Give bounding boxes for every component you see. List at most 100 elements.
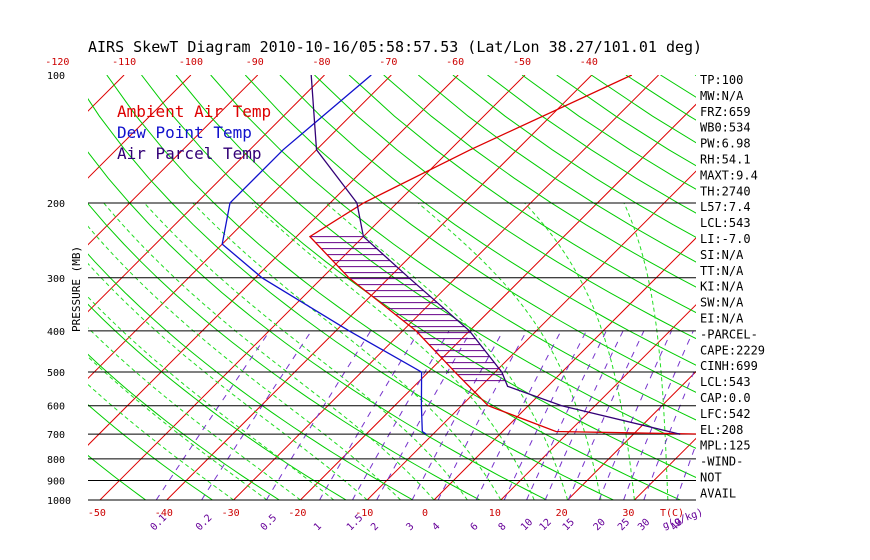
dry-adiabat-line — [348, 75, 696, 314]
pressure-tick-label: 800 — [47, 455, 65, 466]
mixing-ratio-line — [623, 330, 694, 500]
dry-adiabat-line — [314, 75, 696, 340]
legend-parcel: Air Parcel Temp — [117, 144, 262, 163]
bottom-temp-tick-label: -30 — [222, 508, 240, 519]
pressure-tick-label: 300 — [47, 274, 65, 285]
index-entry: EL:208 — [700, 423, 743, 437]
parcel-temp-curve — [310, 75, 681, 435]
isotherm-line — [88, 75, 192, 179]
moist-adiabat-line — [88, 383, 234, 500]
dry-adiabat-line — [0, 75, 79, 500]
dry-adiabat-line — [88, 404, 213, 500]
legend-ambient: Ambient Air Temp — [117, 102, 271, 121]
bottom-temp-tick-label: 20 — [556, 508, 568, 519]
dry-adiabat-line — [88, 353, 280, 500]
bottom-temp-tick-label: -10 — [355, 508, 373, 519]
mixing-ratio-line — [598, 330, 672, 500]
dry-adiabat-line — [141, 75, 696, 478]
moist-adiabat-line — [325, 202, 569, 500]
mixing-ratio-tick-label: 8 — [497, 521, 509, 533]
top-temp-tick-label: -90 — [246, 57, 264, 68]
isotherm-line — [88, 75, 459, 446]
isotherm-line — [88, 75, 325, 313]
index-entry: FRZ:659 — [700, 105, 751, 119]
mixing-ratio-tick-label: 3 — [404, 521, 416, 533]
isotherm-line — [88, 75, 259, 246]
dry-adiabat-grid — [0, 75, 696, 500]
dry-adiabat-line — [0, 75, 12, 500]
dry-adiabat-line — [88, 98, 614, 500]
dry-adiabat-line — [244, 75, 696, 393]
mixing-ratio-line — [544, 330, 624, 500]
moist-adiabat-line — [192, 202, 502, 500]
isotherm-line — [300, 103, 696, 500]
isotherm-line — [366, 170, 696, 500]
bottom-temp-tick-label: 30 — [622, 508, 634, 519]
cape-hatching — [309, 236, 506, 382]
moist-adiabat-line — [623, 202, 669, 500]
mixing-ratio-line — [352, 330, 450, 500]
index-entry: TP:100 — [700, 73, 743, 87]
top-temp-tick-label: -120 — [45, 57, 69, 68]
mixing-ratio-tick-label: 0.2 — [194, 513, 215, 534]
pressure-tick-label: 200 — [47, 199, 65, 210]
pressure-tick-label: 100 — [47, 71, 65, 82]
dry-adiabat-line — [88, 253, 414, 500]
dry-adiabat-line — [88, 151, 547, 500]
index-entry: -WIND- — [700, 455, 743, 469]
bottom-temp-tick-label: 0 — [422, 508, 428, 519]
bottom-temp-tick-label: 10 — [489, 508, 501, 519]
mixing-ratio-tick-label: 6 — [469, 521, 481, 533]
top-temp-tick-label: -80 — [313, 57, 331, 68]
index-entry: WB0:534 — [700, 121, 751, 135]
mixing-ratio-line — [155, 330, 271, 500]
moist-adiabat-line — [251, 202, 535, 500]
mixing-ratio-tick-label: 15 — [561, 517, 577, 533]
index-entry: L57:7.4 — [700, 200, 751, 214]
top-temp-tick-label: -70 — [379, 57, 397, 68]
index-entry: SI:N/A — [700, 248, 744, 262]
index-entry: TT:N/A — [700, 264, 744, 278]
mixing-ratio-line — [526, 330, 607, 500]
top-temp-tick-label: -40 — [580, 57, 598, 68]
mixing-ratio-tick-label: 0.5 — [259, 513, 280, 534]
dry-adiabat-line — [383, 75, 696, 288]
index-entry: MAXT:9.4 — [700, 168, 758, 182]
top-temp-tick-label: -50 — [513, 57, 531, 68]
index-entry: LI:-7.0 — [700, 232, 751, 246]
mixing-ratio-tick-label: 30 — [636, 517, 652, 533]
mixing-ratio-line — [503, 330, 587, 500]
bottom-temp-tick-label: -20 — [288, 508, 306, 519]
pressure-tick-label: 900 — [47, 477, 65, 488]
dry-adiabat-line — [88, 303, 347, 500]
pressure-tick-label: 700 — [47, 430, 65, 441]
y-axis-label: PRESSURE (MB) — [70, 246, 83, 332]
mixing-ratio-tick-label: 4 — [430, 521, 442, 533]
dry-adiabat-line — [88, 454, 146, 500]
index-entry: MW:N/A — [700, 89, 744, 103]
moist-adiabat-line — [143, 202, 468, 500]
mixing-ratio-tick-label: 2 — [369, 521, 381, 533]
mixing-ratio-tick-label: 10 — [519, 517, 535, 533]
isotherm-line — [567, 370, 696, 500]
index-entry: RH:54.1 — [700, 153, 751, 167]
index-entry: CAPE:2229 — [700, 343, 765, 357]
dry-adiabat-line — [417, 75, 696, 263]
mixing-ratio-tick-label: 12 — [538, 517, 554, 533]
index-entry: -PARCEL- — [700, 327, 758, 341]
dry-adiabat-line — [279, 75, 696, 366]
top-temp-tick-label: -60 — [446, 57, 464, 68]
pressure-tick-label: 500 — [47, 368, 65, 379]
isotherm-line — [433, 237, 696, 500]
legend-dewpoint: Dew Point Temp — [117, 123, 252, 142]
isobar-lines — [88, 202, 696, 501]
isotherm-line — [88, 75, 392, 380]
chart-title: AIRS SkewT Diagram 2010-10-16/05:58:57.5… — [88, 38, 702, 56]
dry-adiabat-line — [106, 75, 681, 500]
index-entry: SW:N/A — [700, 296, 744, 310]
index-entry: AVAIL — [700, 486, 736, 500]
index-entry: EI:N/A — [700, 312, 744, 326]
index-entry: KI:N/A — [700, 280, 744, 294]
legend: Ambient Air Temp Dew Point Temp Air Parc… — [117, 102, 271, 163]
